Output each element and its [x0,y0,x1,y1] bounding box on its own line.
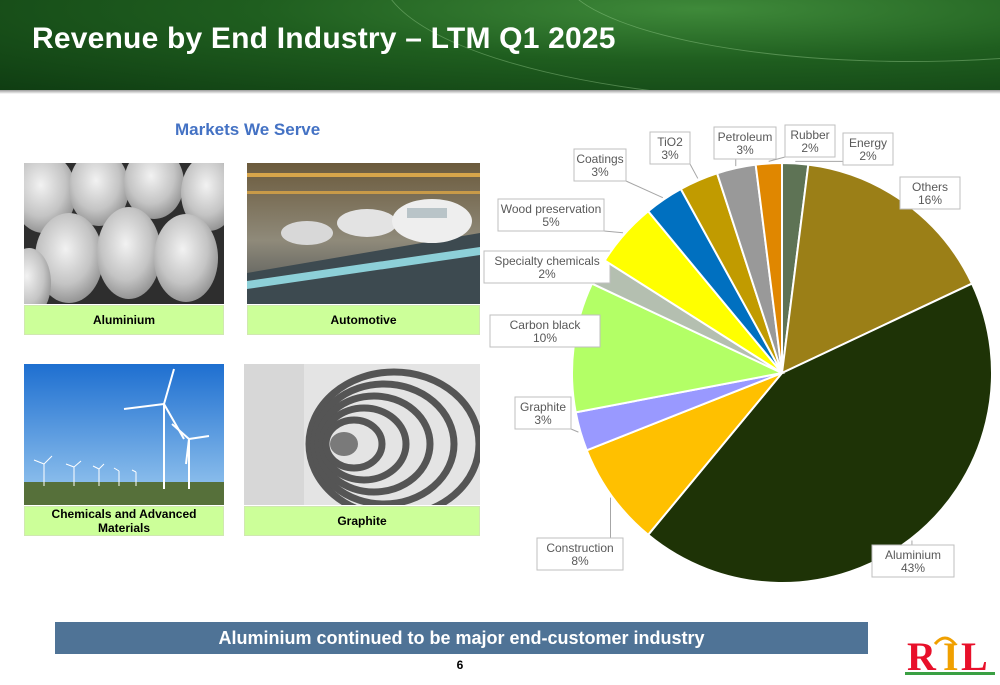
data-label-box [871,544,955,578]
slice-label: Aluminium [885,548,941,562]
pie-chart-svg: Energy2%Others16%Aluminium43%Constructio… [483,124,993,585]
slice-label: Coatings [576,152,623,166]
slice-percent: 10% [533,331,557,345]
markets-title: Markets We Serve [175,120,321,139]
slice-percent: 2% [859,149,877,163]
data-label-box [514,396,572,430]
tile-label: Graphite [244,506,480,536]
data-label-box [483,250,611,284]
slice-label: Wood preservation [501,202,602,216]
aluminium-image [24,163,224,304]
wind-turbines-image [24,364,224,505]
slice-percent: 3% [736,143,754,157]
leader-line [689,163,699,179]
slice-percent: 2% [538,267,556,281]
market-tile-automotive: Automotive [247,163,480,335]
slice-label: Petroleum [718,130,773,144]
page-number: 6 [456,658,464,672]
slide-header: Revenue by End Industry – LTM Q1 2025 [0,0,1000,90]
slice-percent: 16% [918,193,942,207]
market-tile-graphite: Graphite [244,364,480,536]
data-label-box [573,148,627,182]
pie-slice-rubber [754,161,783,374]
slice-label: Construction [546,541,613,555]
slice-label: Graphite [520,400,566,414]
header-divider [0,90,1000,94]
slice-label: Specialty chemicals [494,254,599,268]
slice-percent: 3% [534,413,552,427]
summary-banner: Aluminium continued to be major end-cust… [55,622,868,654]
tile-label: Chemicals and Advanced Materials [24,506,224,536]
slice-percent: 3% [661,148,679,162]
slice-label: TiO2 [657,135,683,149]
automotive-image [247,163,480,304]
revenue-pie-chart: Energy 2% Others 16% Aluminium 43% Constructio… [480,120,1000,590]
pie-slice-construction [585,372,783,537]
slice-label: Others [912,180,948,194]
market-tile-aluminium: Aluminium [24,163,224,335]
graphite-electrode-image [244,364,480,505]
slice-percent: 43% [901,561,925,575]
data-label-box [489,314,601,348]
slice-percent: 8% [571,554,589,568]
data-label-box [784,124,836,158]
tile-label: Automotive [247,305,480,335]
slice-label: Energy [849,136,887,150]
slice-label: Rubber [790,128,829,142]
leader-line [625,180,664,199]
page-title: Revenue by End Industry – LTM Q1 2025 [32,22,616,55]
leader-line [570,428,579,433]
slice-percent: 3% [591,165,609,179]
company-logo: R I L [905,630,997,683]
data-label-box [899,176,961,210]
tile-label: Aluminium [24,305,224,335]
data-label-box [497,198,605,232]
svg-text:I: I [943,634,959,678]
data-label-box [842,132,894,166]
leader-line [603,230,624,234]
slice-percent: 5% [542,215,560,229]
data-label-box [713,126,777,160]
data-label-box [536,537,624,571]
pie-slice-aluminium [646,282,993,585]
leader-line [768,156,786,162]
data-label-box [649,131,691,165]
slice-label: Carbon black [510,318,582,332]
slice-percent: 2% [801,141,819,155]
svg-text:L: L [961,634,988,678]
market-tile-chemicals: Chemicals and Advanced Materials [24,364,224,536]
svg-text:R: R [907,634,937,678]
